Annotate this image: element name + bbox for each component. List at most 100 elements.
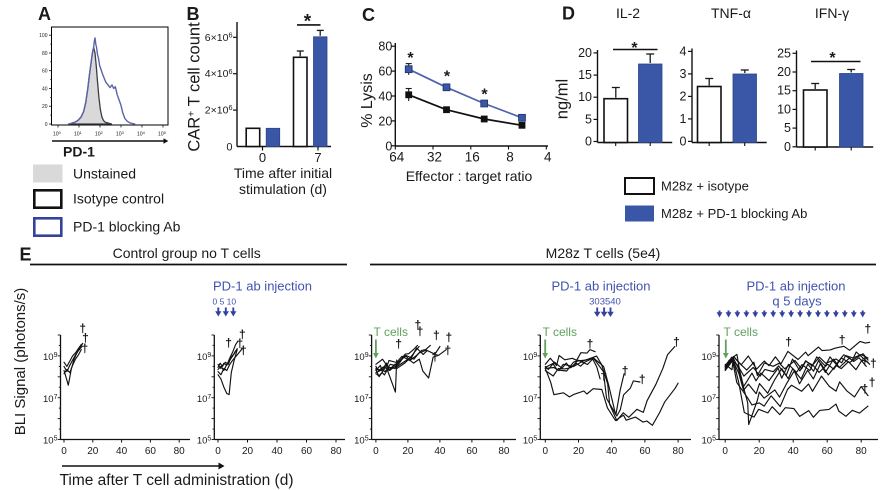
svg-text:E: E: [20, 245, 32, 265]
svg-text:102: 102: [95, 130, 103, 138]
svg-text:25: 25: [777, 46, 791, 60]
svg-text:†: †: [870, 357, 877, 371]
svg-text:0: 0: [61, 446, 67, 457]
svg-text:20: 20: [402, 446, 414, 457]
svg-text:20: 20: [573, 446, 585, 457]
svg-text:105: 105: [197, 436, 212, 447]
svg-text:†: †: [433, 329, 440, 343]
svg-text:105: 105: [43, 436, 58, 447]
svg-text:109: 109: [523, 352, 538, 363]
svg-text:20: 20: [578, 46, 592, 60]
svg-text:*: *: [829, 50, 836, 67]
svg-text:20: 20: [242, 446, 254, 457]
svg-text:80: 80: [42, 51, 48, 57]
svg-text:0: 0: [680, 134, 687, 148]
svg-text:107: 107: [197, 394, 212, 405]
svg-text:†: †: [862, 382, 869, 396]
svg-text:100: 100: [53, 130, 62, 138]
svg-text:*: *: [481, 87, 488, 104]
svg-text:†: †: [79, 322, 86, 336]
svg-text:32: 32: [427, 150, 442, 165]
svg-text:†: †: [240, 344, 247, 358]
svg-text:109: 109: [197, 352, 212, 363]
svg-text:†: †: [432, 350, 439, 364]
svg-text:107: 107: [354, 394, 369, 405]
svg-text:15: 15: [578, 68, 592, 82]
svg-text:10: 10: [777, 102, 791, 116]
svg-text:60: 60: [42, 69, 48, 75]
svg-text:PD-1 blocking Ab: PD-1 blocking Ab: [73, 219, 181, 235]
svg-text:PD-1 ab injection: PD-1 ab injection: [552, 279, 651, 294]
svg-text:T cells: T cells: [374, 325, 408, 339]
svg-text:40: 40: [788, 446, 800, 457]
svg-text:0: 0: [784, 140, 791, 154]
svg-text:CAR+ T cell count: CAR+ T cell count: [186, 22, 204, 152]
svg-text:20: 20: [777, 65, 791, 79]
svg-text:†: †: [839, 333, 846, 347]
svg-text:40: 40: [434, 446, 446, 457]
svg-text:M28z + isotype: M28z + isotype: [661, 179, 749, 194]
svg-text:1: 1: [680, 112, 687, 126]
svg-text:†: †: [445, 331, 452, 345]
svg-text:D: D: [562, 4, 575, 24]
svg-text:†: †: [587, 337, 594, 351]
svg-text:109: 109: [43, 352, 58, 363]
svg-text:BLI Signal (photons/s): BLI Signal (photons/s): [12, 288, 29, 436]
svg-text:†: †: [639, 373, 646, 387]
svg-text:109: 109: [354, 352, 369, 363]
svg-text:C: C: [362, 5, 375, 25]
svg-text:16: 16: [465, 150, 480, 165]
svg-text:0: 0: [543, 446, 549, 457]
svg-text:64: 64: [389, 150, 405, 165]
svg-text:80: 80: [498, 446, 510, 457]
svg-text:†: †: [395, 337, 402, 351]
svg-text:109: 109: [702, 352, 717, 363]
svg-text:60: 60: [378, 65, 392, 79]
svg-text:A: A: [38, 4, 51, 24]
svg-text:303540: 303540: [589, 297, 621, 308]
svg-text:80: 80: [378, 40, 392, 54]
svg-text:*: *: [304, 11, 312, 32]
svg-text:†: †: [417, 325, 424, 339]
svg-text:†: †: [82, 331, 89, 345]
svg-text:6×106: 6×106: [205, 30, 233, 43]
svg-text:ng/ml: ng/ml: [554, 79, 572, 119]
svg-text:80: 80: [330, 446, 342, 457]
svg-text:80: 80: [174, 446, 186, 457]
svg-text:Time after initial: Time after initial: [234, 165, 332, 181]
svg-text:% Lysis: % Lysis: [359, 73, 376, 128]
svg-text:104: 104: [137, 130, 146, 138]
svg-text:Isotype control: Isotype control: [73, 191, 164, 207]
svg-text:40: 40: [116, 446, 128, 457]
svg-text:105: 105: [158, 130, 166, 138]
svg-text:†: †: [600, 369, 607, 383]
svg-text:B: B: [187, 4, 200, 24]
svg-text:0: 0: [722, 446, 728, 457]
svg-text:105: 105: [523, 436, 538, 447]
svg-text:60: 60: [145, 446, 157, 457]
svg-text:20: 20: [378, 114, 392, 128]
svg-text:40: 40: [378, 90, 392, 104]
svg-text:8: 8: [506, 150, 514, 165]
svg-text:107: 107: [702, 394, 717, 405]
svg-text:*: *: [407, 50, 414, 67]
svg-text:0: 0: [226, 142, 232, 154]
svg-text:80: 80: [856, 446, 868, 457]
svg-text:Unstained: Unstained: [73, 166, 136, 182]
svg-text:7: 7: [314, 150, 321, 165]
svg-text:T cells: T cells: [724, 325, 758, 339]
svg-text:†: †: [785, 335, 792, 349]
svg-text:40: 40: [42, 86, 48, 92]
svg-text:103: 103: [116, 130, 124, 138]
svg-text:†: †: [865, 322, 872, 336]
svg-text:stimulation (d): stimulation (d): [239, 181, 327, 197]
svg-text:Effector : target ratio: Effector : target ratio: [406, 168, 533, 184]
svg-text:100: 100: [39, 33, 48, 39]
svg-text:4: 4: [544, 150, 552, 165]
svg-text:20: 20: [754, 446, 766, 457]
svg-text:0: 0: [585, 135, 592, 149]
svg-text:0: 0: [215, 446, 221, 457]
svg-text:M28z + PD-1 blocking Ab: M28z + PD-1 blocking Ab: [661, 206, 807, 221]
svg-text:†: †: [236, 337, 243, 351]
svg-text:80: 80: [673, 446, 685, 457]
